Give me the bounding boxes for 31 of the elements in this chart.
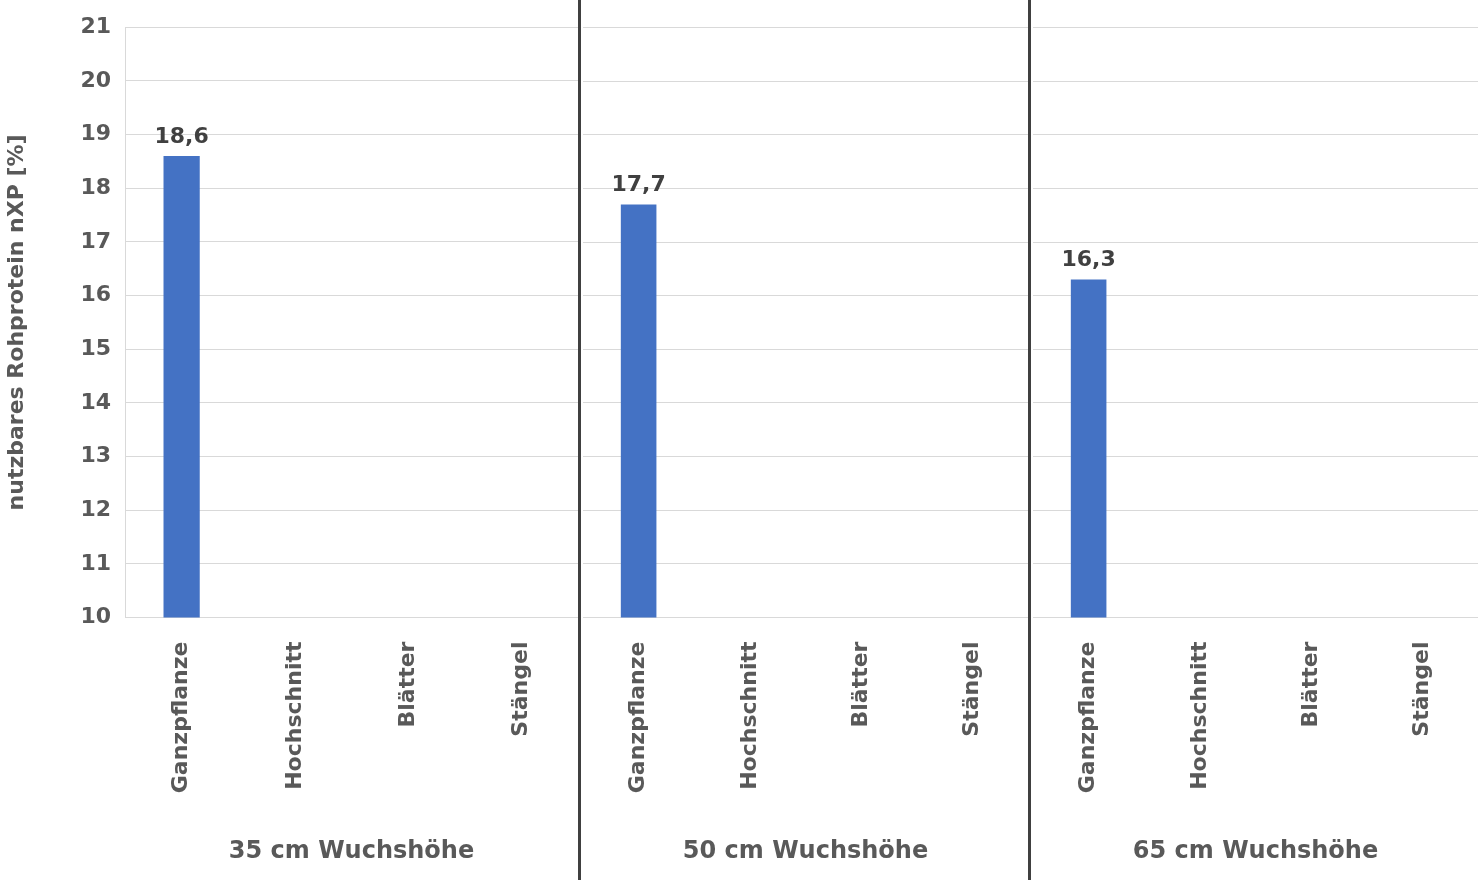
x-tick-label: Stängel xyxy=(958,641,984,737)
y-tick-label: 16 xyxy=(80,281,111,307)
y-tick-label: 12 xyxy=(80,495,111,521)
y-tick-label: 15 xyxy=(80,334,111,360)
y-tick-label: 11 xyxy=(80,549,111,575)
x-tick-label: Hochschnitt xyxy=(735,641,761,790)
y-tick-label: 14 xyxy=(80,388,111,414)
x-axis-title: 50 cm Wuchshöhe xyxy=(682,835,929,864)
data-label: 18,6 xyxy=(154,122,209,148)
y-tick-label: 21 xyxy=(80,12,111,38)
y-tick-label: 19 xyxy=(80,120,111,146)
x-tick-label: Blätter xyxy=(846,641,872,728)
x-tick-label: Ganzpflanze xyxy=(167,641,193,794)
data-label: 17,7 xyxy=(611,171,666,197)
y-tick-label: 13 xyxy=(80,442,111,468)
x-tick-label: Stängel xyxy=(507,641,533,737)
x-tick-label: Blätter xyxy=(1296,641,1322,728)
x-axis-title: 65 cm Wuchshöhe xyxy=(1132,835,1379,864)
x-tick-label: Hochschnitt xyxy=(1185,641,1211,790)
y-tick-label: 17 xyxy=(80,227,111,253)
y-tick-label: 10 xyxy=(80,603,111,629)
x-tick-label: Ganzpflanze xyxy=(1074,641,1100,794)
y-tick-label: 20 xyxy=(80,66,111,92)
x-tick-label: Blätter xyxy=(393,641,419,728)
y-tick-label: 18 xyxy=(80,173,111,199)
x-tick-label: Stängel xyxy=(1408,641,1434,737)
data-label: 16,3 xyxy=(1061,246,1116,272)
x-tick-label: Hochschnitt xyxy=(280,641,306,790)
x-tick-label: Ganzpflanze xyxy=(624,641,650,794)
y-axis-title: nutzbares Rohprotein nXP [%] xyxy=(2,134,28,511)
x-axis-title: 35 cm Wuchshöhe xyxy=(228,835,475,864)
